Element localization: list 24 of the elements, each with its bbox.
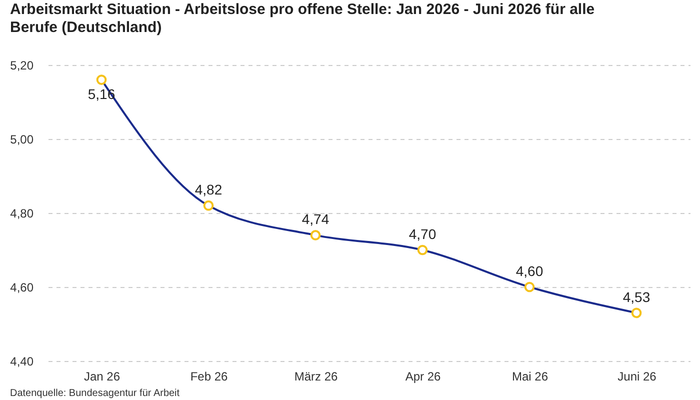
point xyxy=(417,244,428,256)
y-tick-label: 5,20 xyxy=(10,58,34,72)
point xyxy=(96,74,107,85)
point xyxy=(203,200,214,211)
chart-title: Arbeitsmarkt Situation - Arbeitslose pro offene Stelle: Jan 2026 - Juni 2026 für alle Berufe (Deutschland) xyxy=(10,1,595,36)
point xyxy=(631,308,642,318)
y-tick-label: 5,00 xyxy=(10,132,34,146)
y-tick-label: 4,60 xyxy=(10,280,34,294)
x-tick-label: Apr 26 xyxy=(405,370,441,384)
x-tick-label: März 26 xyxy=(294,370,338,384)
y-tick-label: 4,40 xyxy=(10,354,34,368)
x-tick-label: Mai 26 xyxy=(512,370,548,384)
point xyxy=(524,282,535,292)
x-tick-label: Juni 26 xyxy=(618,370,657,384)
data-label: 4,60 xyxy=(516,263,544,279)
x-tick-label: Jan 26 xyxy=(84,370,120,384)
text: Datenquelle: Bundesagentur für Arbeit xyxy=(10,388,180,399)
data-label: 4,82 xyxy=(194,182,222,198)
y-tick-label: 4,80 xyxy=(10,206,34,220)
data-label: 4,74 xyxy=(302,211,330,228)
data-label: 4,70 xyxy=(408,226,436,242)
point xyxy=(310,230,321,240)
data-label: 4,53 xyxy=(622,288,650,305)
x-tick-label: Feb 26 xyxy=(190,370,228,384)
